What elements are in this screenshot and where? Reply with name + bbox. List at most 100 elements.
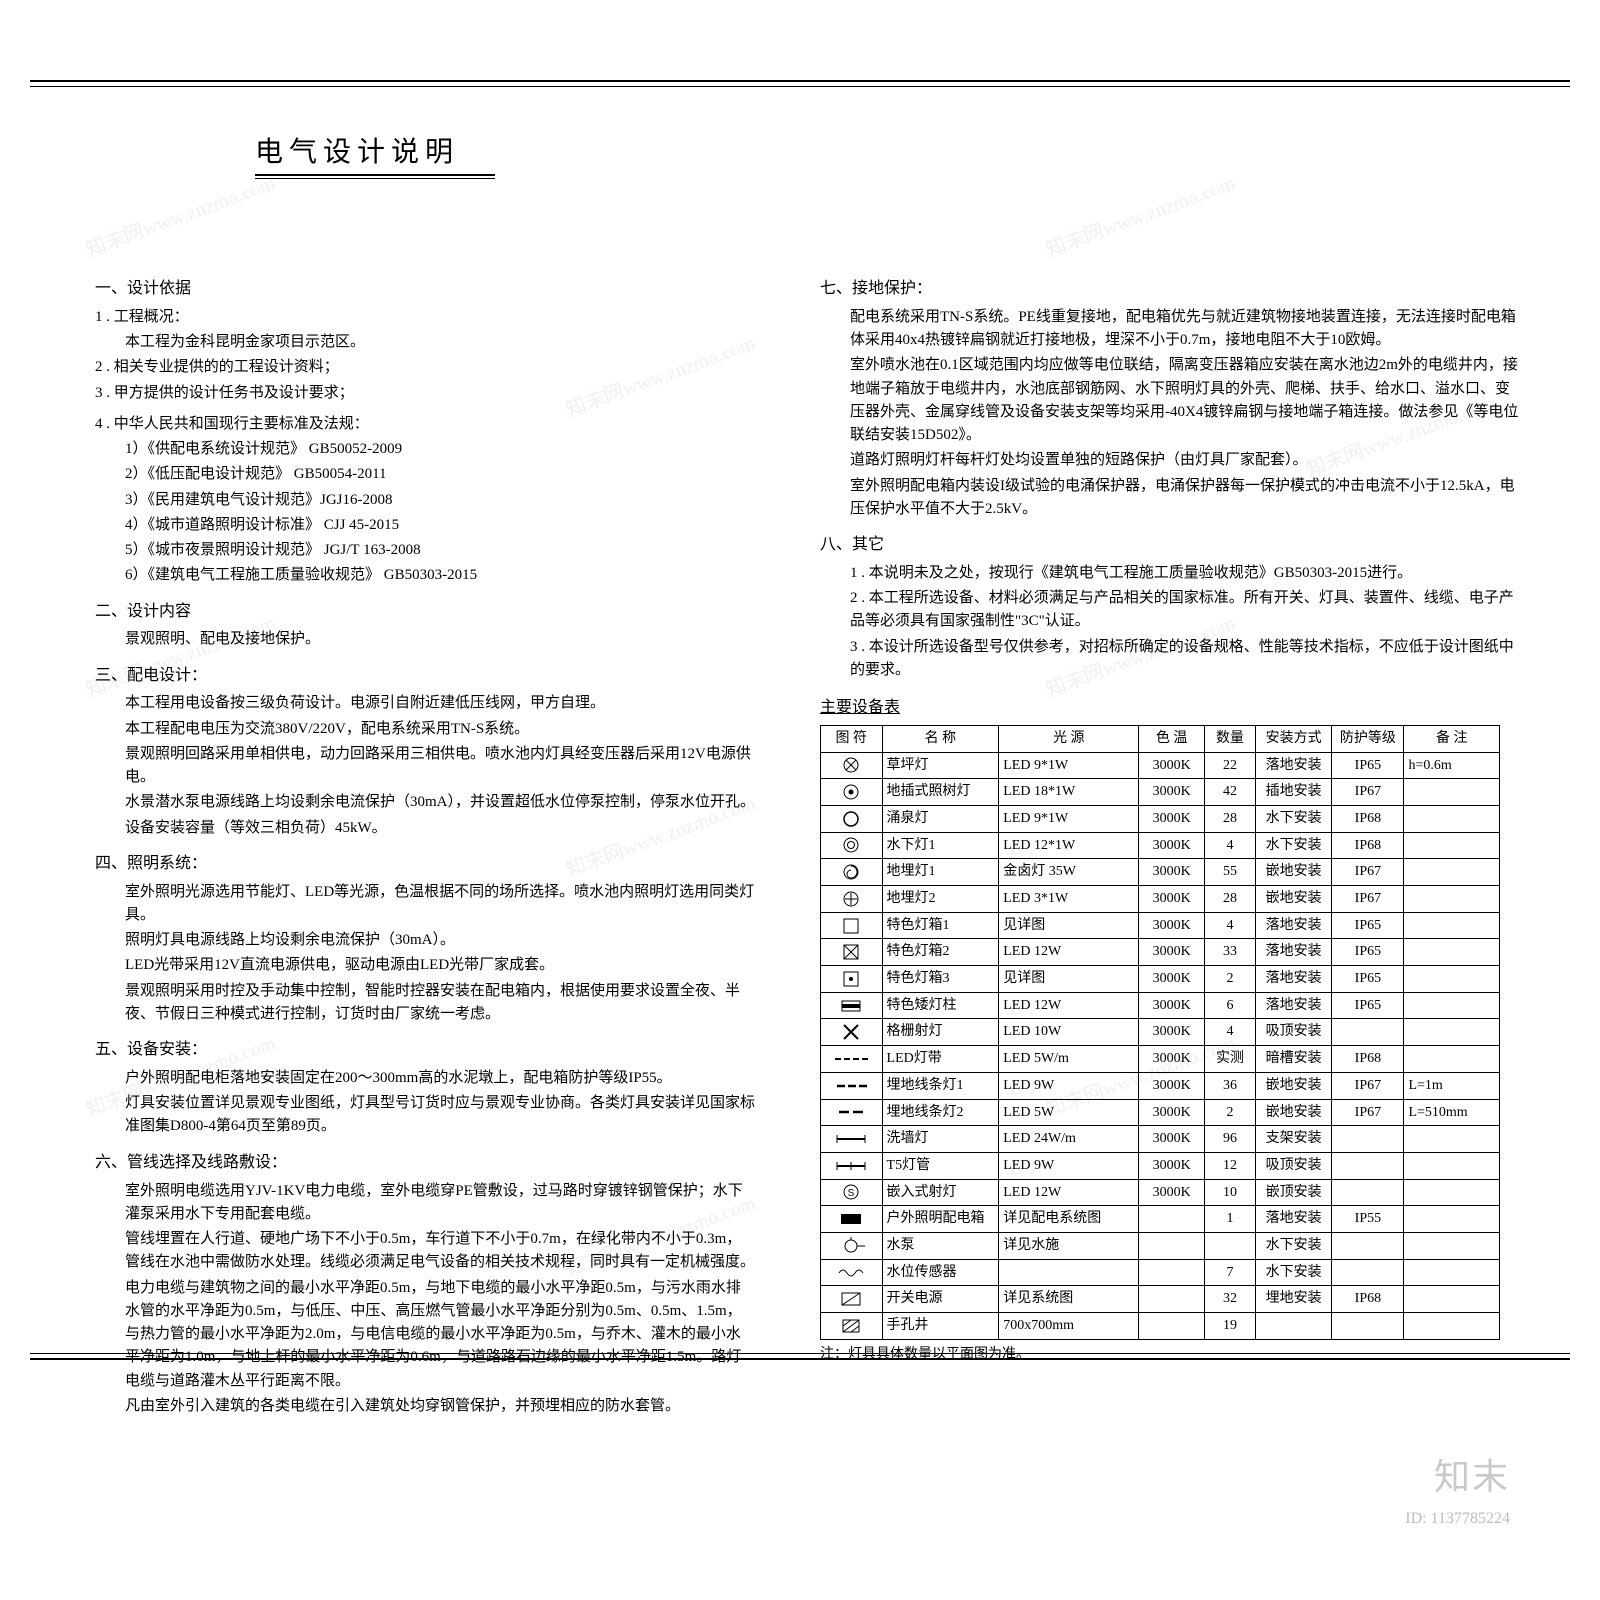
cell-ip [1332, 1019, 1404, 1046]
cell-note [1404, 1179, 1500, 1206]
section-6-heading: 六、管线选择及线路敷设： [95, 1151, 755, 1176]
s6-line: 凡由室外引入建筑的各类电缆在引入建筑处均穿钢管保护，并预埋相应的防水套管。 [95, 1395, 755, 1418]
symbol-hbar-icon [821, 1126, 883, 1153]
symbol-circle-dot-icon [821, 779, 883, 806]
cell-note: h=0.6m [1404, 752, 1500, 779]
section-5-heading: 五、设备安装： [95, 1038, 755, 1063]
cell-name: 特色灯箱3 [882, 966, 999, 993]
symbol-dash4-icon [821, 1046, 883, 1073]
s1-code: 4）《城市道路照明设计标准》 CJJ 45-2015 [95, 514, 755, 537]
id-watermark: ID: 1137785224 [1405, 1510, 1510, 1528]
table-row: 特色灯箱3见详图3000K2落地安装IP65 [821, 966, 1500, 993]
cell-source: 见详图 [999, 966, 1139, 993]
cell-note [1404, 886, 1500, 913]
cell-qty: 96 [1205, 1126, 1256, 1153]
section-7-heading: 七、接地保护： [820, 277, 1520, 302]
s1-item: 3 . 甲方提供的设计任务书及设计要求； [95, 382, 755, 405]
cell-color-temp: 3000K [1139, 805, 1205, 832]
table-row: 水位传感器7水下安装 [821, 1259, 1500, 1286]
cell-source: LED 18*1W [999, 779, 1139, 806]
cell-name: 草坪灯 [882, 752, 999, 779]
cell-ip: IP68 [1332, 1286, 1404, 1313]
cell-note [1404, 1152, 1500, 1179]
cell-qty: 12 [1205, 1152, 1256, 1179]
table-row: 格栅射灯LED 10W3000K4吸顶安装 [821, 1019, 1500, 1046]
s1-code: 2）《低压配电设计规范》 GB50054-2011 [95, 463, 755, 486]
cell-note [1404, 1019, 1500, 1046]
cell-qty: 实测 [1205, 1046, 1256, 1073]
cell-color-temp: 3000K [1139, 1019, 1205, 1046]
symbol-dash3-icon [821, 1072, 883, 1099]
cell-ip [1332, 1126, 1404, 1153]
cell-color-temp: 3000K [1139, 966, 1205, 993]
cell-ip: IP67 [1332, 859, 1404, 886]
cell-source: LED 12*1W [999, 832, 1139, 859]
cell-color-temp: 3000K [1139, 1126, 1205, 1153]
cell-name: 埋地线条灯2 [882, 1099, 999, 1126]
cell-note [1404, 859, 1500, 886]
symbol-rect-fill-icon [821, 1206, 883, 1233]
symbol-square-bar-icon [821, 992, 883, 1019]
s5-line: 户外照明配电柜落地安装固定在200～300mm高的水泥墩上，配电箱防护等级IP5… [95, 1067, 755, 1090]
table-row: 水下灯1LED 12*1W3000K4水下安装IP68 [821, 832, 1500, 859]
equipment-table-title: 主要设备表 [820, 696, 1520, 721]
cell-install: 吸顶安装 [1255, 1019, 1331, 1046]
cell-ip: IP67 [1332, 886, 1404, 913]
cell-qty: 33 [1205, 939, 1256, 966]
symbol-circle-x-icon [821, 752, 883, 779]
s3-line: 设备安装容量（等效三相负荷）45kW。 [95, 817, 755, 840]
symbol-circle-icon [821, 805, 883, 832]
cell-note [1404, 992, 1500, 1019]
cell-name: 地埋灯1 [882, 859, 999, 886]
cell-source: 见详图 [999, 912, 1139, 939]
symbol-square-icon [821, 912, 883, 939]
cell-color-temp: 3000K [1139, 939, 1205, 966]
cell-ip: IP67 [1332, 1072, 1404, 1099]
cell-color-temp: 3000K [1139, 1179, 1205, 1206]
s7-line: 室外照明配电箱内装设I级试验的电涌保护器，电涌保护器每一保护模式的冲击电流不小于… [820, 475, 1520, 522]
cell-source: LED 12W [999, 992, 1139, 1019]
cell-color-temp: 3000K [1139, 1099, 1205, 1126]
cell-name: 地埋灯2 [882, 886, 999, 913]
s8-line: 2 . 本工程所选设备、材料必须满足与产品相关的国家标准。所有开关、灯具、装置件… [820, 587, 1520, 634]
cell-qty: 28 [1205, 805, 1256, 832]
table-row: 洗墙灯LED 24W/m3000K96支架安装 [821, 1126, 1500, 1153]
table-row: 特色矮灯柱LED 12W3000K6落地安装IP65 [821, 992, 1500, 1019]
s1-code: 6）《建筑电气工程施工质量验收规范》 GB50303-2015 [95, 564, 755, 587]
cell-color-temp: 3000K [1139, 779, 1205, 806]
cell-qty: 6 [1205, 992, 1256, 1019]
s6-line: 室外照明电缆选用YJV-1KV电力电缆，室外电缆穿PE管敷设，过马路时穿镀锌钢管… [95, 1180, 755, 1227]
s3-line: 本工程配电电压为交流380V/220V，配电系统采用TN-S系统。 [95, 718, 755, 741]
table-header: 图 符 [821, 725, 883, 752]
table-row: 地埋灯1金卤灯 35W3000K55嵌地安装IP67 [821, 859, 1500, 886]
cell-name: 格栅射灯 [882, 1019, 999, 1046]
cell-ip [1332, 1259, 1404, 1286]
cell-source: LED 9*1W [999, 752, 1139, 779]
s1-code: 1）《供配电系统设计规范》 GB50052-2009 [95, 438, 755, 461]
cell-ip: IP65 [1332, 992, 1404, 1019]
cell-color-temp: 3000K [1139, 912, 1205, 939]
cell-install: 落地安装 [1255, 992, 1331, 1019]
table-row: 埋地线条灯2LED 5W3000K2嵌地安装IP67L=510mm [821, 1099, 1500, 1126]
cell-source: LED 5W [999, 1099, 1139, 1126]
table-row: T5灯管LED 9W3000K12吸顶安装 [821, 1152, 1500, 1179]
right-column: 七、接地保护： 配电系统采用TN-S系统。PE线重复接地，配电箱优先与就近建筑物… [820, 265, 1520, 1365]
cell-qty: 4 [1205, 1019, 1256, 1046]
s1-item: 4 . 中华人民共和国现行主要标准及法规： [95, 413, 755, 436]
cell-ip: IP67 [1332, 779, 1404, 806]
cell-ip [1332, 1232, 1404, 1259]
table-row: 涌泉灯LED 9*1W3000K28水下安装IP68 [821, 805, 1500, 832]
cell-name: 水位传感器 [882, 1259, 999, 1286]
s2-text: 景观照明、配电及接地保护。 [95, 628, 755, 651]
cell-source [999, 1259, 1139, 1286]
cell-source: LED 5W/m [999, 1046, 1139, 1073]
cell-qty: 2 [1205, 1099, 1256, 1126]
s7-line: 配电系统采用TN-S系统。PE线重复接地，配电箱优先与就近建筑物接地装置连接，无… [820, 306, 1520, 353]
cell-install: 落地安装 [1255, 912, 1331, 939]
cell-qty: 55 [1205, 859, 1256, 886]
cell-name: T5灯管 [882, 1152, 999, 1179]
s8-line: 1 . 本说明未及之处，按现行《建筑电气工程施工质量验收规范》GB50303-2… [820, 562, 1520, 585]
cell-install: 嵌地安装 [1255, 1072, 1331, 1099]
cell-note [1404, 1232, 1500, 1259]
cell-name: 水下灯1 [882, 832, 999, 859]
